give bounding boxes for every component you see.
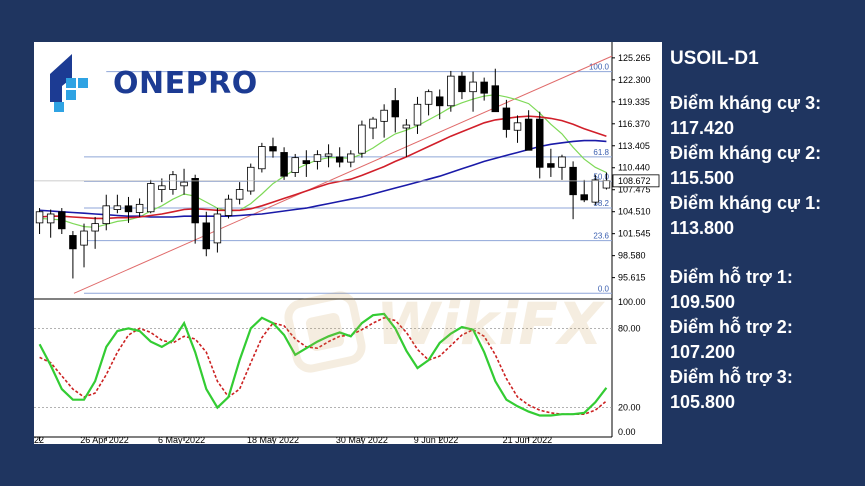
price-tick-label-4: 113.405 [618, 141, 650, 151]
candle-body-32 [392, 101, 399, 117]
candle-body-42 [503, 108, 510, 129]
candle-body-33 [403, 125, 410, 128]
candle-body-0 [36, 212, 43, 223]
logo-text: ONEPRO [113, 66, 258, 101]
resistance-3-value: 117.420 [670, 116, 860, 141]
stoch-tick-label-1: 80.00 [618, 323, 641, 333]
symbol-title: USOIL-D1 [670, 46, 860, 71]
support-3-value: 105.800 [670, 390, 860, 415]
candle-body-31 [381, 110, 388, 121]
current-price-label: 108.672 [618, 176, 651, 186]
date-label-6: 21 Jun 2022 [503, 435, 553, 444]
fib-label-4: 23.6 [593, 232, 609, 241]
candle-body-4 [81, 231, 88, 245]
date-label-4: 30 May 2022 [336, 435, 388, 444]
date-label-1: 26 Apr 2022 [80, 435, 129, 444]
candle-body-23 [292, 158, 299, 173]
resistance-1-label: Điểm kháng cự 1: [670, 191, 860, 216]
support-2-value: 107.200 [670, 340, 860, 365]
candle-body-36 [436, 97, 443, 106]
date-label-0: 22 [34, 435, 44, 444]
candle-body-8 [125, 206, 132, 212]
candle-body-45 [536, 119, 543, 167]
fib-label-0: 100.0 [589, 63, 610, 72]
candle-body-5 [92, 224, 99, 231]
price-tick-label-9: 98.580 [618, 251, 646, 261]
price-tick-label-10: 95.615 [618, 273, 646, 283]
price-tick-label-8: 101.545 [618, 229, 651, 239]
price-tick-label-5: 110.440 [618, 163, 650, 173]
candle-body-6 [103, 206, 110, 224]
onepro-logo: ONEPRO [48, 52, 268, 116]
candle-body-9 [136, 204, 143, 212]
stoch-tick-label-3: 0.00 [618, 427, 636, 437]
date-label-3: 18 May 2022 [247, 435, 299, 444]
ma-mid-line [40, 116, 607, 218]
candle-body-29 [359, 125, 366, 153]
candle-body-20 [259, 147, 266, 169]
candle-body-25 [314, 155, 321, 162]
candle-body-50 [592, 180, 599, 202]
stoch-d-line [40, 318, 607, 414]
fib-label-1: 61.8 [593, 148, 609, 157]
candle-body-18 [236, 190, 243, 200]
candle-body-21 [270, 147, 277, 151]
candle-body-16 [214, 214, 221, 243]
candle-body-27 [336, 157, 343, 162]
candle-body-46 [548, 164, 555, 168]
level-gap [670, 241, 860, 265]
candle-body-1 [47, 214, 54, 223]
candle-body-43 [514, 123, 521, 130]
candle-body-37 [447, 76, 454, 106]
candle-body-51 [603, 181, 610, 188]
candle-body-11 [158, 186, 165, 190]
candle-body-47 [559, 157, 566, 167]
candle-body-28 [347, 154, 354, 162]
date-label-2: 6 May 2022 [158, 435, 205, 444]
price-tick-label-3: 116.370 [618, 119, 650, 129]
candle-body-41 [492, 86, 499, 112]
candle-body-12 [170, 175, 177, 190]
support-2-label: Điểm hỗ trợ 2: [670, 315, 860, 340]
candle-body-7 [114, 206, 121, 210]
candle-body-49 [581, 195, 588, 200]
resistance-2-value: 115.500 [670, 166, 860, 191]
candle-body-34 [414, 104, 421, 125]
candle-body-35 [425, 92, 432, 105]
level-panel: USOIL-D1 Điểm kháng cự 3: 117.420 Điểm k… [670, 46, 860, 415]
support-3-label: Điểm hỗ trợ 3: [670, 365, 860, 390]
price-tick-label-2: 119.335 [618, 97, 650, 107]
candle-body-13 [181, 182, 188, 186]
candle-body-24 [303, 161, 310, 164]
support-1-label: Điểm hỗ trợ 1: [670, 265, 860, 290]
candle-body-2 [58, 212, 65, 229]
support-1-value: 109.500 [670, 290, 860, 315]
candle-body-3 [70, 235, 77, 248]
candle-body-19 [247, 167, 254, 191]
candle-body-44 [525, 119, 532, 150]
candle-body-14 [192, 178, 199, 222]
resistance-1-value: 113.800 [670, 216, 860, 241]
fib-label-5: 0.0 [598, 284, 610, 293]
candle-body-15 [203, 223, 210, 249]
ma-slow-line [40, 141, 607, 217]
resistance-3-label: Điểm kháng cự 3: [670, 91, 860, 116]
candle-body-22 [281, 152, 288, 176]
price-tick-label-0: 125.265 [618, 53, 651, 63]
candle-body-30 [370, 119, 377, 128]
candle-body-40 [481, 82, 488, 93]
date-label-5: 9 Jun 2022 [414, 435, 459, 444]
onepro-logo-mark [48, 52, 110, 116]
candle-body-26 [325, 154, 332, 156]
candle-body-17 [225, 199, 232, 215]
stoch-tick-label-2: 20.00 [618, 403, 641, 413]
price-tick-label-7: 104.510 [618, 207, 651, 217]
candle-body-39 [470, 82, 477, 92]
price-tick-label-1: 122.300 [618, 75, 651, 85]
candle-body-38 [459, 76, 466, 92]
resistance-2-label: Điểm kháng cự 2: [670, 141, 860, 166]
stoch-tick-label-0: 100.00 [618, 297, 646, 307]
candle-body-10 [147, 184, 154, 212]
